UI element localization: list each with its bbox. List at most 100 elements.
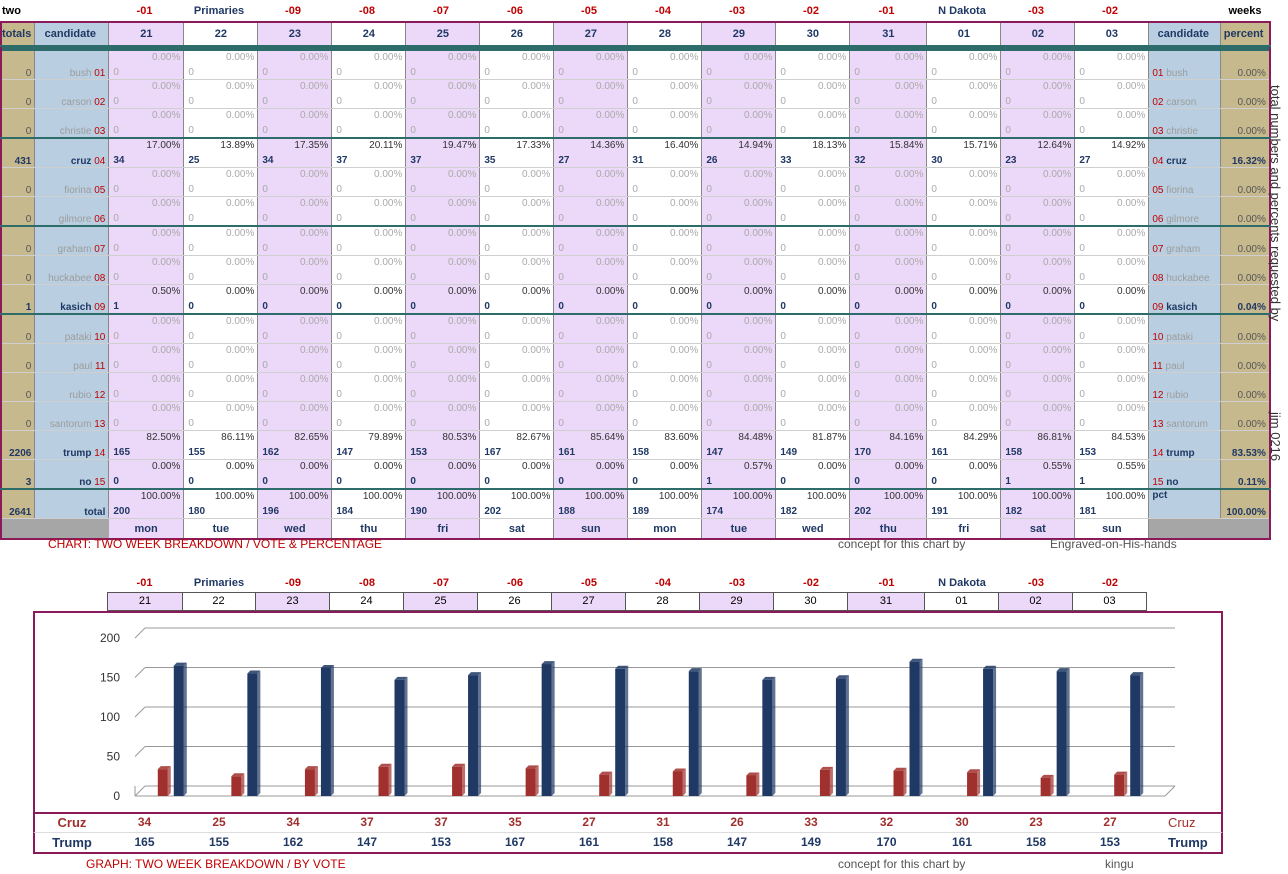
day-cell: 0.00% 0 [183, 196, 259, 227]
day-cell: 0.00% 0 [849, 284, 928, 315]
day-pct: 0.00% [299, 374, 329, 385]
day-cell: 0.00% 0 [701, 343, 777, 373]
day-pct: 0.00% [595, 169, 625, 180]
day-pct: 0.00% [447, 345, 477, 356]
day-cell: 0.00% 0 [627, 372, 703, 402]
bar-trump [1056, 671, 1067, 796]
day-pct: 0.00% [595, 257, 625, 268]
day-cell: 85.64% 161 [553, 430, 629, 460]
row-candidate-right: 12 rubio [1148, 372, 1222, 402]
day-cell: 0.00% 0 [257, 51, 333, 80]
day-pct: 0.00% [1116, 52, 1146, 63]
day-cell: 0.00% 0 [257, 226, 333, 256]
day-cell: 0.00% 0 [331, 372, 407, 402]
total-day-value: 188 [558, 506, 576, 517]
day-cell: 0.00% 0 [926, 79, 1002, 109]
day-cell: 0.00% 0 [553, 343, 629, 373]
bar-side-trump [625, 665, 629, 796]
day-value: 0 [706, 243, 712, 254]
day-cell: 0.00% 0 [775, 459, 851, 490]
bar-trump [615, 668, 626, 796]
day-value: 0 [931, 96, 937, 107]
day-value: 0 [1079, 213, 1085, 224]
day-value: 0 [188, 418, 194, 429]
row-total: 0 [1, 343, 36, 373]
day-cell: 0.00% 0 [405, 108, 481, 139]
day-cell: 0.00% 0 [108, 255, 185, 285]
bar-cruz [452, 766, 463, 796]
header-col-12: -03 [1028, 5, 1044, 17]
day-pct: 0.00% [447, 198, 477, 209]
day-cell: 0.00% 0 [479, 343, 555, 373]
total-day-value: 202 [854, 506, 872, 517]
day-cell: 0.00% 0 [775, 255, 851, 285]
day-pct: 0.00% [669, 374, 699, 385]
day-pct: 0.00% [1116, 316, 1146, 327]
day-pct: 0.00% [447, 52, 477, 63]
day-cell: 0.00% 0 [1074, 343, 1150, 373]
day-value: 0 [1005, 184, 1011, 195]
row-candidate-right: 02 carson [1148, 79, 1222, 109]
day-pct: 0.00% [1042, 374, 1072, 385]
day-value: 0 [558, 184, 564, 195]
day-pct: 0.00% [1042, 286, 1072, 297]
day-value: 0 [706, 96, 712, 107]
day-cell: 0.00% 0 [1074, 196, 1150, 227]
bar-top-cruz [1040, 774, 1054, 778]
day-value: 0 [632, 360, 638, 371]
day-cell: 0.00% 0 [627, 226, 703, 256]
bar-side-cruz [241, 773, 245, 796]
day-value: 165 [113, 447, 131, 458]
day-pct: 0.00% [817, 52, 847, 63]
day-pct: 0.00% [1042, 52, 1072, 63]
day-pct: 0.00% [521, 316, 551, 327]
day-value: 153 [410, 447, 428, 458]
day-cell: 0.00% 0 [849, 459, 928, 490]
day-cell: 0.00% 0 [1074, 255, 1150, 285]
bar-cruz [819, 769, 830, 796]
row-candidate: huckabee 08 [34, 255, 110, 285]
day-pct: 0.00% [1116, 374, 1146, 385]
day-value: 0 [706, 418, 712, 429]
day-cell: 0.00% 0 [627, 459, 703, 490]
candidate-name: kasich [60, 302, 92, 313]
day-cell: 80.53% 153 [405, 430, 481, 460]
day-cell: 0.00% 0 [1000, 284, 1076, 315]
day-value: 0 [1005, 243, 1011, 254]
day-value: 158 [632, 447, 650, 458]
bar-side-trump [919, 658, 923, 796]
total-day-pct: 100.00% [436, 491, 477, 502]
series-value: 31 [656, 815, 670, 829]
day-cell: 0.00% 0 [183, 79, 259, 109]
bar-cruz [378, 766, 389, 796]
day-value: 0 [558, 360, 564, 371]
day-name-0: mon [108, 518, 185, 540]
day-value: 0 [558, 243, 564, 254]
day-value: 0 [1079, 67, 1085, 78]
day-value: 162 [262, 447, 280, 458]
day-cell: 0.00% 0 [849, 79, 928, 109]
day-value: 27 [558, 155, 570, 166]
day-pct: 0.00% [373, 286, 403, 297]
day-value: 0 [706, 125, 712, 136]
candidate-header-right: candidate [1148, 22, 1222, 47]
day-pct: 0.00% [1042, 198, 1072, 209]
row-candidate: trump 14 [34, 430, 110, 460]
day-value: 0 [854, 213, 860, 224]
day-pct: 0.00% [1116, 81, 1146, 92]
total-day-cell: 100.00% 191 [926, 489, 1002, 519]
table-row: 0 paul 11 0.00% 0 0.00% 0 0.00% 0 0.00% 0 0.00% 0 0.… [1, 343, 1270, 373]
row-candidate: paul 11 [34, 343, 110, 373]
row-percent: 83.53% [1220, 430, 1270, 460]
candidate-name: paul [73, 361, 93, 372]
candidate-number: 06 [1152, 214, 1164, 225]
day-value: 0 [336, 213, 342, 224]
day-pct: 0.00% [225, 374, 255, 385]
day-value: 0 [336, 125, 342, 136]
bar-side-trump [1140, 672, 1144, 796]
row-total: 0 [1, 51, 36, 80]
day-cell: 0.00% 0 [849, 255, 928, 285]
day-cell: 12.64% 23 [1000, 138, 1076, 168]
day-cell: 0.00% 0 [405, 372, 481, 402]
day-pct: 79.89% [368, 432, 403, 443]
